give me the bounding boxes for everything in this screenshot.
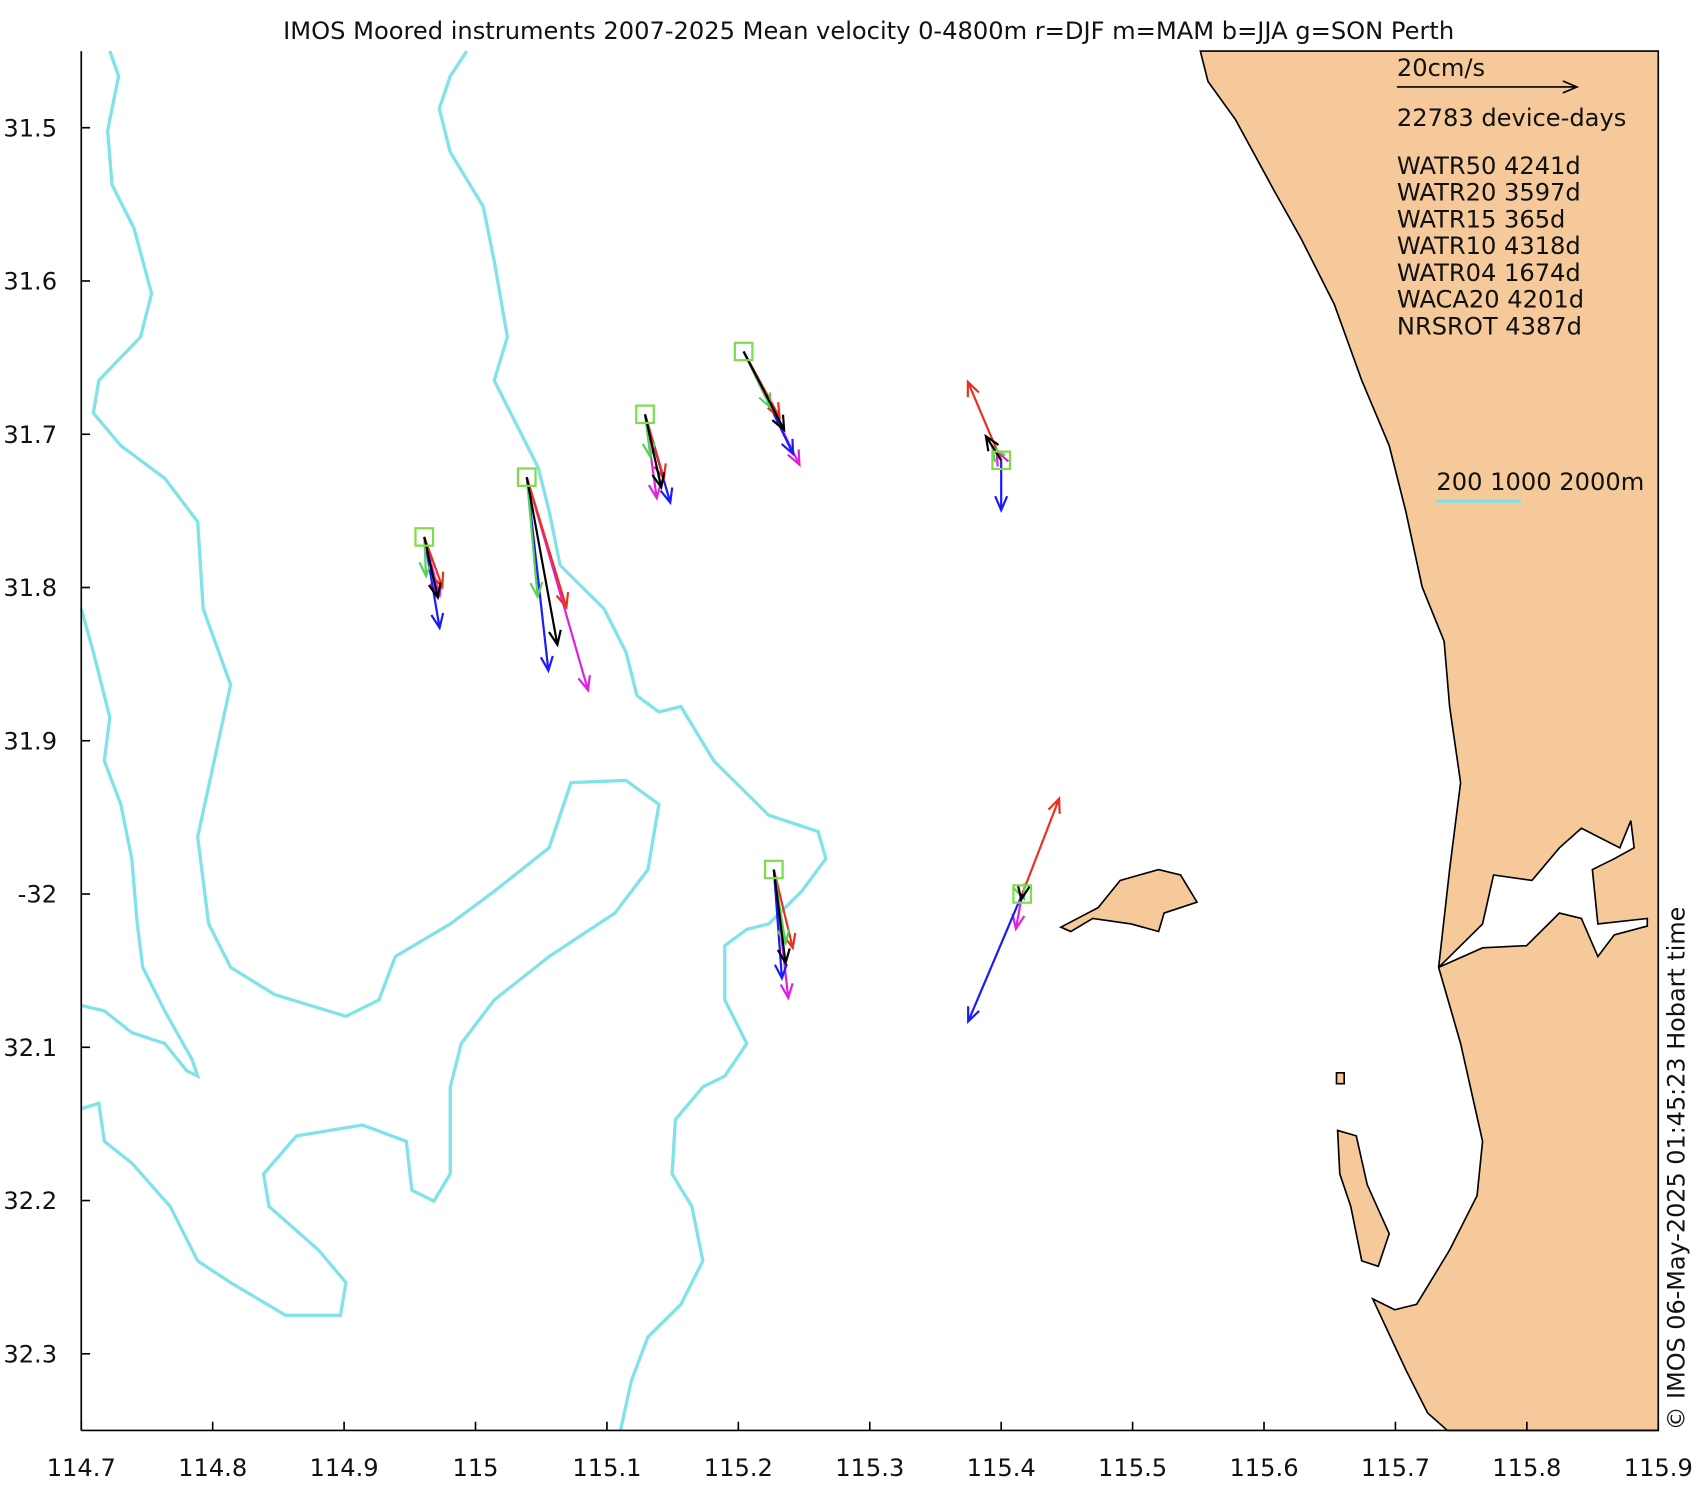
x-tick-label: 114.9 bbox=[310, 1454, 379, 1482]
y-tick-label: 31.6 bbox=[3, 268, 57, 296]
footer: © IMOS 06-May-2025 01:45:23 Hobart time bbox=[1663, 907, 1691, 1431]
station-label: WATR04 1674d bbox=[1397, 259, 1581, 287]
y-tick-label: 31.7 bbox=[3, 421, 57, 449]
mooring-marker bbox=[1012, 884, 1033, 904]
mooring-marker bbox=[414, 527, 435, 547]
isobaths bbox=[79, 50, 828, 1431]
station-label: WATR20 3597d bbox=[1397, 179, 1581, 207]
velocity-arrow bbox=[967, 893, 1024, 1025]
x-tick-label: 115.2 bbox=[704, 1454, 773, 1482]
x-tick-label: 115.4 bbox=[967, 1454, 1036, 1482]
x-tick-label: 115.9 bbox=[1624, 1454, 1693, 1482]
velocity-arrow bbox=[525, 476, 562, 648]
x-tick-label: 115.8 bbox=[1492, 1454, 1561, 1482]
mooring-marker bbox=[991, 450, 1012, 471]
y-tick-label: 31.9 bbox=[3, 728, 57, 756]
y-tick-label: 32.1 bbox=[3, 1034, 57, 1062]
y-tick-label: 31.8 bbox=[3, 574, 57, 602]
land bbox=[1058, 50, 1660, 1432]
velocity-arrow bbox=[1021, 796, 1061, 895]
x-tick-label: 115.3 bbox=[835, 1454, 904, 1482]
station-label: WATR10 4318d bbox=[1397, 232, 1581, 260]
mooring-marker bbox=[733, 341, 754, 362]
scale-label: 20cm/s bbox=[1397, 54, 1485, 82]
velocity-arrow bbox=[984, 433, 1003, 461]
velocity-arrow bbox=[742, 350, 786, 433]
velocity-arrow bbox=[966, 379, 1003, 461]
velocity-arrow bbox=[1016, 884, 1031, 903]
x-tick-label: 115.6 bbox=[1229, 1454, 1298, 1482]
map-title: IMOS Moored instruments 2007-2025 Mean v… bbox=[283, 17, 1454, 45]
mooring-marker bbox=[635, 404, 655, 425]
y-tick-label: 32.3 bbox=[3, 1341, 57, 1369]
y-tick-label: 32.2 bbox=[3, 1187, 57, 1215]
station-label: NRSROT 4387d bbox=[1397, 312, 1582, 340]
velocity-arrow bbox=[772, 869, 791, 966]
x-tick-label: 114.7 bbox=[47, 1454, 116, 1482]
velocity-arrow bbox=[643, 414, 666, 491]
velocity-arrow bbox=[525, 477, 544, 600]
station-label: WATR50 4241d bbox=[1397, 152, 1581, 180]
y-tick-label: 31.5 bbox=[3, 115, 57, 143]
scale-arrow bbox=[1396, 80, 1580, 94]
velocity-arrow bbox=[423, 536, 442, 601]
station-label: WATR15 365d bbox=[1397, 206, 1566, 234]
x-tick-label: 115 bbox=[452, 1454, 498, 1482]
velocity-arrow bbox=[418, 536, 433, 579]
device-days: 22783 device-days bbox=[1397, 104, 1626, 132]
isobath-legend: 200 1000 2000m bbox=[1436, 468, 1644, 496]
velocity-arrow bbox=[994, 460, 1009, 513]
x-tick-label: 115.5 bbox=[1098, 1454, 1167, 1482]
x-tick-label: 114.8 bbox=[178, 1454, 247, 1482]
y-tick-label: -32 bbox=[18, 881, 57, 909]
station-label: WACA20 4201d bbox=[1397, 286, 1584, 314]
velocity-arrow bbox=[525, 476, 570, 610]
mooring-marker bbox=[763, 859, 784, 880]
x-tick-label: 115.7 bbox=[1361, 1454, 1430, 1482]
mooring-marker bbox=[516, 467, 537, 487]
x-tick-label: 115.1 bbox=[572, 1454, 641, 1482]
